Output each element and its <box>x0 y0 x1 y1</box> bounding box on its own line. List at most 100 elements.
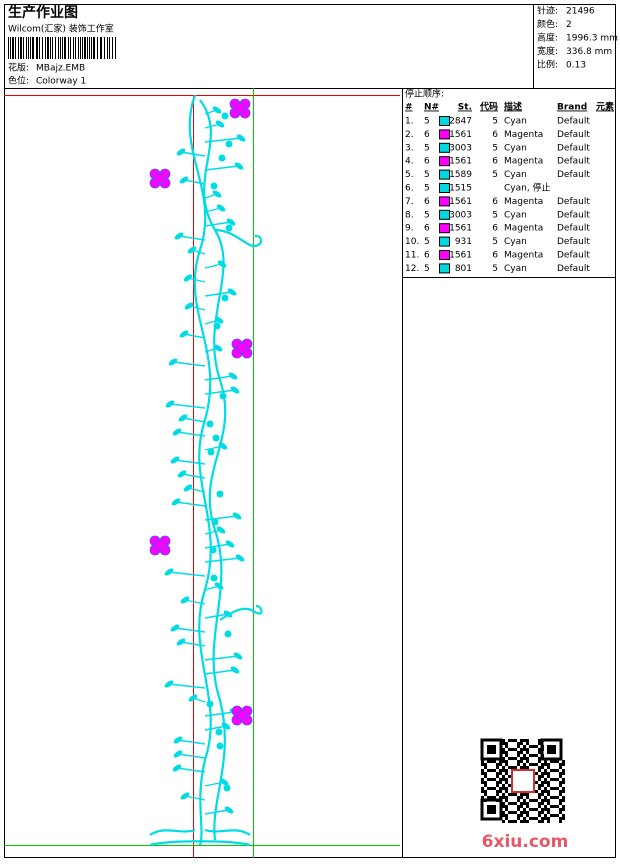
qr-module <box>505 763 508 766</box>
qr-module <box>535 781 538 784</box>
qr-module <box>535 790 538 793</box>
stat-label: 高度: <box>537 32 558 44</box>
qr-module <box>502 775 505 778</box>
qr-module <box>553 769 556 772</box>
qr-module <box>538 814 541 817</box>
qr-module <box>505 814 508 817</box>
qr-module <box>526 796 529 799</box>
qr-module <box>559 763 562 766</box>
twig <box>204 781 225 787</box>
qr-module <box>499 790 502 793</box>
twig <box>191 249 206 255</box>
needle: 5 <box>424 237 430 247</box>
twig <box>174 459 206 465</box>
description: Magenta <box>504 197 543 207</box>
qr-module <box>517 799 520 802</box>
qr-module <box>517 754 520 757</box>
qr-module <box>502 814 505 817</box>
qr-module <box>541 799 544 802</box>
qr-module <box>520 757 523 760</box>
qr-module <box>562 781 565 784</box>
bar <box>82 37 83 59</box>
code: 6 <box>492 197 498 207</box>
brand: Default <box>557 197 590 207</box>
qr-module <box>529 817 532 820</box>
qr-module <box>517 817 520 820</box>
twig <box>204 529 222 535</box>
qr-module <box>559 790 562 793</box>
qr-module <box>520 793 523 796</box>
bud <box>210 182 218 190</box>
qr-module <box>559 820 562 823</box>
bar <box>18 37 19 59</box>
qr-module <box>556 787 559 790</box>
qr-module <box>538 775 541 778</box>
twig <box>183 333 206 339</box>
qr-module <box>484 766 487 769</box>
qr-module <box>562 787 565 790</box>
bud <box>225 140 233 148</box>
qr-module <box>523 811 526 814</box>
qr-module <box>553 796 556 799</box>
qr-module <box>517 805 520 808</box>
qr-module <box>538 784 541 787</box>
bud <box>225 224 233 232</box>
brand: Default <box>557 170 590 180</box>
qr-module <box>547 784 550 787</box>
design-file-label: 花版: <box>8 62 29 74</box>
needle: 6 <box>424 197 430 207</box>
qr-module <box>520 802 523 805</box>
qr-module <box>538 757 541 760</box>
qr-module <box>556 814 559 817</box>
qr-module <box>526 793 529 796</box>
bar <box>45 37 46 59</box>
bar <box>50 37 51 59</box>
qr-module <box>511 766 514 769</box>
bar <box>42 37 43 59</box>
qr-finder <box>487 745 496 754</box>
qr-module <box>526 811 529 814</box>
bar <box>8 37 9 59</box>
stem <box>188 94 212 846</box>
qr-module <box>526 757 529 760</box>
qr-module <box>526 814 529 817</box>
needle: 6 <box>424 157 430 167</box>
twig <box>174 627 206 633</box>
qr-module <box>547 763 550 766</box>
qr-module <box>484 790 487 793</box>
qr-module <box>505 808 508 811</box>
qr-module <box>538 793 541 796</box>
bar <box>28 37 29 59</box>
twig <box>204 207 222 213</box>
qr-module <box>523 817 526 820</box>
qr-module <box>508 757 511 760</box>
qr-module <box>559 817 562 820</box>
needle: 5 <box>424 117 430 127</box>
needle: 5 <box>424 264 430 274</box>
qr-module <box>508 748 511 751</box>
bar <box>97 37 98 59</box>
needle: 5 <box>424 210 430 220</box>
bar <box>39 37 40 59</box>
qr-module <box>544 769 547 772</box>
stitches: 801 <box>455 264 472 274</box>
qr-module <box>505 781 508 784</box>
stat-label: 比例: <box>537 59 558 71</box>
qr-module <box>562 796 565 799</box>
qr-module <box>502 802 505 805</box>
qr-module <box>505 760 508 763</box>
stitches: 3003 <box>449 210 472 220</box>
qr-module <box>505 754 508 757</box>
qr-module <box>541 811 544 814</box>
twig <box>175 501 206 507</box>
code: 5 <box>492 264 498 274</box>
qr-module <box>547 817 550 820</box>
qr-module <box>505 799 508 802</box>
qr-module <box>499 796 502 799</box>
qr-module <box>538 766 541 769</box>
twig <box>204 137 242 143</box>
row-number: 5. <box>405 170 414 180</box>
qr-module <box>535 754 538 757</box>
bar <box>26 37 27 59</box>
